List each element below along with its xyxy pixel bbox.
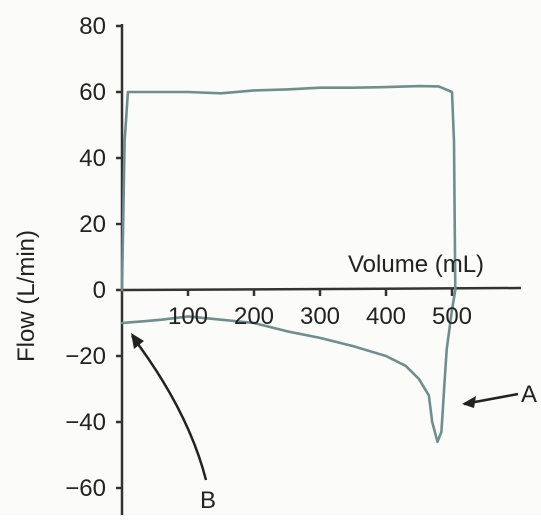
x-tick-label: 400: [366, 303, 406, 330]
x-axis-title: Volume (mL): [348, 251, 484, 278]
annotations: A B: [131, 333, 537, 514]
x-tick-label: 300: [300, 303, 340, 330]
y-tick-label: −20: [65, 343, 106, 370]
y-tick-label: 80: [79, 13, 106, 40]
expiratory-flow-curve: [120, 288, 457, 444]
x-tick-label: 100: [168, 303, 208, 330]
y-tick-label: −40: [65, 409, 106, 436]
y-tick-label: 20: [79, 211, 106, 238]
flow-volume-loop: [120, 84, 457, 444]
arrow-a-head-icon: [462, 396, 476, 408]
x-axis-line: [121, 286, 522, 292]
y-tick-label: −60: [65, 475, 106, 502]
x-tick-label: 500: [432, 303, 472, 330]
y-tick-label: 0: [93, 277, 106, 304]
y-tick-label: 60: [79, 79, 106, 106]
inspiratory-flow-curve: [120, 84, 457, 292]
arrow-b-icon: [131, 335, 208, 481]
x-tick-label: 200: [234, 303, 274, 330]
annotation-b-label: B: [200, 487, 216, 514]
arrow-b-head-icon: [131, 333, 144, 349]
y-tick-label: 40: [79, 145, 106, 172]
annotation-a-label: A: [521, 381, 537, 408]
y-axis-title: Flow (L/min): [13, 230, 40, 362]
